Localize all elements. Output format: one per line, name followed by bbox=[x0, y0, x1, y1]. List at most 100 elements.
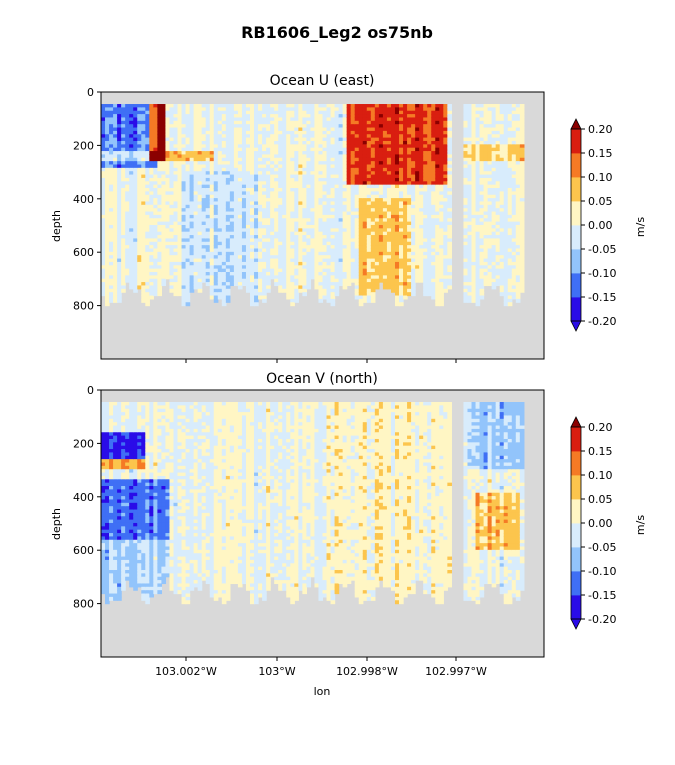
colorbar-tick-label: 0.05 bbox=[588, 195, 613, 208]
colorbar-tick-label: -0.15 bbox=[588, 589, 616, 602]
y-tick-label: 0 bbox=[87, 384, 94, 397]
colorbar-tick-label: 0.10 bbox=[588, 469, 613, 482]
y-tick-label: 400 bbox=[73, 491, 94, 504]
colorbar-tick-label: -0.10 bbox=[588, 267, 616, 280]
panel-u-plot-area bbox=[100, 91, 545, 360]
colorbar-tick: 0.15 bbox=[581, 445, 613, 458]
colorbar-extend-min bbox=[570, 320, 582, 332]
colorbar-tick-label: 0.00 bbox=[588, 219, 613, 232]
colorbar-tick: -0.05 bbox=[581, 541, 616, 554]
colorbar-segment bbox=[571, 153, 581, 178]
colorbar-tick: -0.15 bbox=[581, 589, 616, 602]
panel-ocean-u: Ocean U (east) depth 0 200 400 600 800 -0.20… bbox=[50, 73, 647, 363]
colorbar-tick: -0.10 bbox=[581, 565, 616, 578]
colorbar-tick-label: 0.05 bbox=[588, 493, 613, 506]
y-tick-label: 200 bbox=[73, 139, 94, 152]
colorbar-tick-label: -0.05 bbox=[588, 541, 616, 554]
y-tick-label: 400 bbox=[73, 193, 94, 206]
colorbar-tick-label: 0.15 bbox=[588, 445, 613, 458]
colorbar-tick: 0.20 bbox=[581, 123, 613, 136]
colorbar-tick-label: 0.20 bbox=[588, 421, 613, 434]
colorbar-tick: 0.00 bbox=[581, 219, 613, 232]
panel-u-ylabel: depth bbox=[50, 210, 63, 242]
x-tick-label: 103°W bbox=[258, 665, 295, 678]
colorbar-tick-label: -0.10 bbox=[588, 565, 616, 578]
x-tick-label: 102.997°W bbox=[425, 665, 487, 678]
x-tick-label: 103.002°W bbox=[155, 665, 217, 678]
panel-v-yticks: 0 200 400 600 800 bbox=[73, 384, 101, 611]
y-tick-label: 200 bbox=[73, 437, 94, 450]
colorbar-extend-max bbox=[570, 416, 582, 428]
panel-u-yticks: 0 200 400 600 800 bbox=[73, 86, 101, 313]
y-tick-label: 0 bbox=[87, 86, 94, 99]
colorbar-tick: -0.05 bbox=[581, 243, 616, 256]
x-tick: 103.002°W bbox=[155, 657, 217, 678]
colorbar-tick: 0.10 bbox=[581, 469, 613, 482]
colorbar-segment bbox=[571, 595, 581, 620]
colorbar-segment bbox=[571, 451, 581, 476]
colorbar-tick: -0.10 bbox=[581, 267, 616, 280]
panel-u-colorbar: -0.20 -0.15 -0.10 -0.05 0.00 0.05 0.10 0.15 0.20 bbox=[570, 118, 616, 332]
panel-u-colorbar-label: m/s bbox=[634, 217, 647, 237]
colorbar-segment bbox=[571, 427, 581, 452]
x-tick: 103°W bbox=[258, 657, 296, 678]
colorbar-segment bbox=[571, 523, 581, 548]
colorbar-segment bbox=[571, 273, 581, 298]
colorbar-tick-label: -0.05 bbox=[588, 243, 616, 256]
y-tick-label: 600 bbox=[73, 544, 94, 557]
colorbar-segment bbox=[571, 129, 581, 154]
panel-v-ylabel: depth bbox=[50, 508, 63, 540]
plot-frame bbox=[100, 91, 545, 360]
colorbar-tick: 0.10 bbox=[581, 171, 613, 184]
colorbar-tick-label: -0.15 bbox=[588, 291, 616, 304]
y-tick: 200 bbox=[73, 139, 101, 152]
colorbar-segment bbox=[571, 547, 581, 572]
y-tick: 200 bbox=[73, 437, 101, 450]
colorbar-segment bbox=[571, 177, 581, 202]
y-tick: 0 bbox=[87, 384, 101, 397]
velocity-field bbox=[101, 104, 525, 307]
colorbar-tick-label: 0.10 bbox=[588, 171, 613, 184]
colorbar-segment bbox=[571, 225, 581, 250]
colorbar-extend-max bbox=[570, 118, 582, 130]
colorbar-tick: -0.20 bbox=[581, 613, 616, 626]
y-tick-label: 600 bbox=[73, 246, 94, 259]
velocity-field bbox=[101, 402, 525, 605]
panel-v-colorbar-label: m/s bbox=[634, 515, 647, 535]
y-tick: 400 bbox=[73, 491, 101, 504]
y-tick: 800 bbox=[73, 598, 101, 611]
colorbar-tick-label: -0.20 bbox=[588, 315, 616, 328]
colorbar-segment bbox=[571, 249, 581, 274]
colorbar-segment bbox=[571, 475, 581, 500]
colorbar-tick: -0.15 bbox=[581, 291, 616, 304]
colorbar-tick-label: -0.20 bbox=[588, 613, 616, 626]
x-tick: 102.997°W bbox=[425, 657, 487, 678]
x-tick-label: 102.998°W bbox=[336, 665, 398, 678]
x-tick: 102.998°W bbox=[336, 657, 398, 678]
y-tick-label: 800 bbox=[73, 300, 94, 313]
colorbar-tick-label: 0.15 bbox=[588, 147, 613, 160]
colorbar-tick: 0.05 bbox=[581, 493, 613, 506]
colorbar-tick-label: 0.20 bbox=[588, 123, 613, 136]
colorbar-tick: 0.20 bbox=[581, 421, 613, 434]
colorbar-segment bbox=[571, 571, 581, 596]
colorbar-segment bbox=[571, 499, 581, 524]
colorbar-extend-min bbox=[570, 618, 582, 630]
y-tick: 400 bbox=[73, 193, 101, 206]
colorbar-segment bbox=[571, 297, 581, 322]
plot-frame bbox=[100, 389, 545, 658]
panel-u-xticks bbox=[185, 359, 457, 363]
y-tick: 600 bbox=[73, 246, 101, 259]
panel-v-plot-area bbox=[100, 389, 545, 658]
panel-v-title: Ocean V (north) bbox=[266, 371, 378, 387]
panel-u-title: Ocean U (east) bbox=[270, 73, 375, 89]
y-tick: 0 bbox=[87, 86, 101, 99]
panel-v-xlabel: lon bbox=[314, 685, 331, 698]
y-tick: 800 bbox=[73, 300, 101, 313]
figure-title: RB1606_Leg2 os75nb bbox=[241, 23, 433, 42]
panel-v-colorbar: -0.20 -0.15 -0.10 -0.05 0.00 0.05 0.10 0.15 0.20 bbox=[570, 416, 616, 630]
y-tick-label: 800 bbox=[73, 598, 94, 611]
colorbar-tick: 0.00 bbox=[581, 517, 613, 530]
colorbar-tick: -0.20 bbox=[581, 315, 616, 328]
